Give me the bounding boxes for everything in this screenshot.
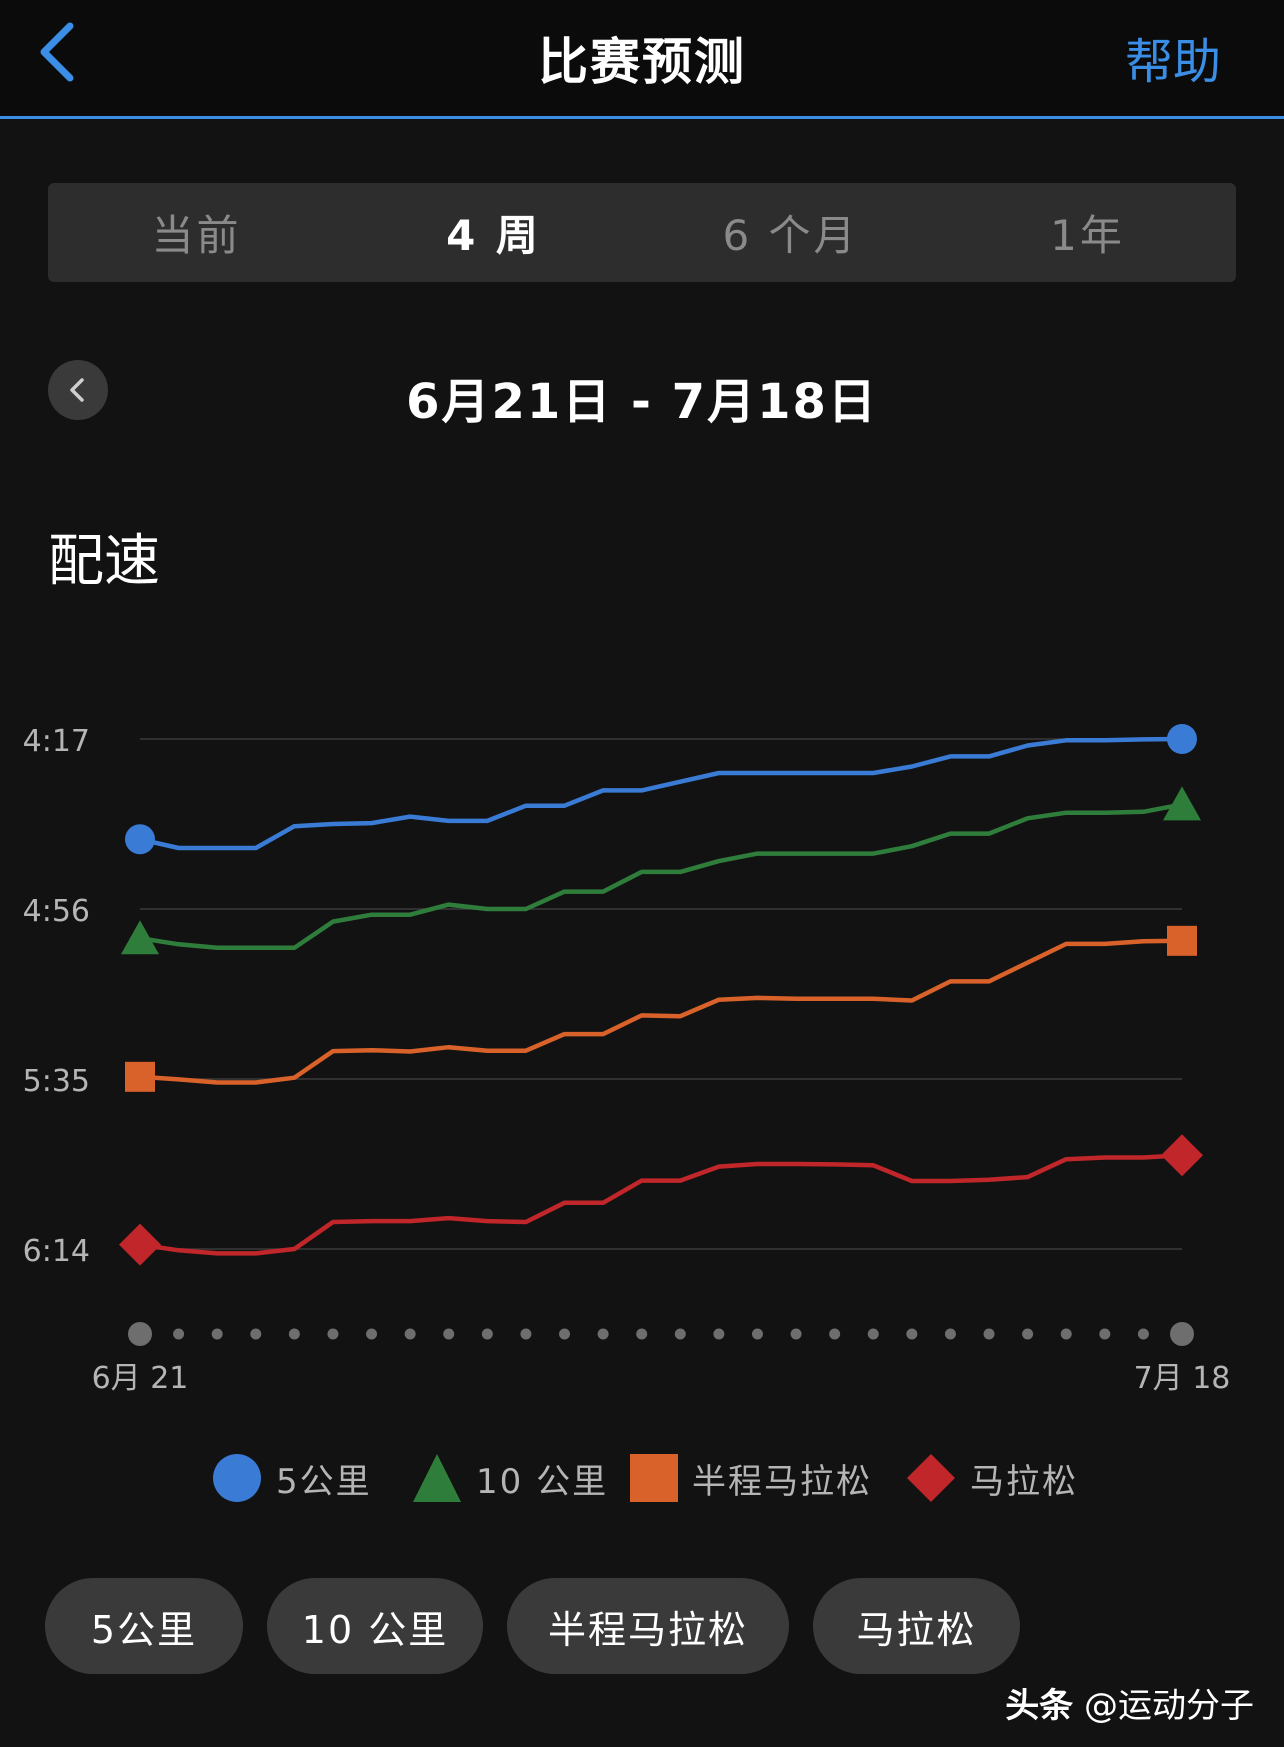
x-axis-dot [1060,1328,1072,1340]
legend-label: 马拉松 [970,1461,1078,1502]
legend-item-marathon: 马拉松 [906,1450,1078,1506]
y-tick-label: 5:35 [23,1064,90,1099]
x-axis-dot [128,1322,152,1346]
x-axis-dot [559,1328,571,1340]
legend-label: 5公里 [276,1461,372,1502]
x-axis-dot [481,1328,493,1340]
chevron-left-icon [70,378,84,402]
x-end-label: 7月 18 [1134,1361,1231,1396]
x-axis-dot [674,1328,686,1340]
tab-6-months[interactable]: 6 个月 [722,211,859,260]
top-bar: 比赛预测 帮助 [0,0,1284,119]
filter-marathon-button[interactable]: 马拉松 [813,1578,1020,1674]
chart-legend: 5公里 10 公里 半程马拉松 马拉松 [0,1450,1284,1510]
x-axis-dot [1022,1328,1034,1340]
tab-1-year[interactable]: 1年 [1050,211,1125,260]
data-point-marker [1167,724,1197,754]
help-button[interactable]: 帮助 [1124,34,1221,90]
legend-label: 半程马拉松 [692,1461,872,1502]
x-axis-dot [1137,1328,1149,1340]
x-axis-dot [211,1328,223,1340]
data-point-marker [125,1061,155,1092]
x-axis-dot [906,1328,918,1340]
x-axis-dot [443,1328,455,1340]
y-tick-label: 4:56 [23,894,90,929]
legend-label: 10 公里 [476,1461,609,1502]
back-button[interactable] [30,14,90,90]
square-marker-icon [630,1454,678,1502]
x-axis-dot [597,1328,609,1340]
legend-item-10k: 10 公里 [412,1450,608,1506]
x-axis-dot [173,1328,185,1340]
series-line-marathon [137,1153,1185,1256]
previous-period-button[interactable] [48,360,108,420]
data-point-marker [125,824,155,855]
series-line-5k [137,736,1185,851]
x-axis-dot [944,1328,956,1340]
x-axis-dot [751,1328,763,1340]
x-axis-dot [983,1328,995,1340]
x-axis-dot [327,1328,339,1340]
x-axis-dot [288,1328,300,1340]
page-title: 比赛预测 [538,33,746,91]
x-axis-dot [520,1328,532,1340]
filter-10k-button[interactable]: 10 公里 [267,1578,483,1674]
tab-current[interactable]: 当前 [151,211,242,260]
x-axis-dot [867,1328,879,1340]
pace-chart: 4:17 4:56 5:35 6:14 6月 21 7月 18 [23,724,1231,1396]
x-axis-dot [829,1328,841,1340]
x-axis-dot [636,1328,648,1340]
chevron-left-icon [40,22,74,82]
filter-5k-button[interactable]: 5公里 [45,1578,243,1674]
data-point-marker [1163,786,1201,821]
period-tabs: 当前 4 周 6 个月 1年 [48,183,1236,282]
filter-half-marathon-button[interactable]: 半程马拉松 [507,1578,789,1674]
x-axis-dot [713,1328,725,1340]
data-point-marker [121,920,159,955]
x-start-label: 6月 21 [92,1361,189,1396]
chart-title: 配速 [48,529,160,594]
x-axis-dot [1170,1322,1194,1346]
x-axis-dot [1099,1328,1111,1340]
x-axis-dot [790,1328,802,1340]
y-tick-label: 6:14 [23,1234,90,1269]
y-tick-label: 4:17 [23,724,90,759]
watermark-handle: @运动分子 [1084,1686,1254,1726]
data-point-marker [1161,1134,1203,1177]
watermark: 头条 @运动分子 [1005,1678,1254,1727]
legend-item-5k: 5公里 [212,1450,372,1506]
x-axis-dot [250,1328,262,1340]
triangle-marker-icon [413,1454,461,1502]
tab-4-weeks[interactable]: 4 周 [446,211,541,260]
date-range: 6月21日 - 7月18日 [406,374,878,430]
watermark-brand: 头条 [1005,1686,1074,1726]
series-line-half [137,938,1185,1085]
series-line-10k [137,802,1185,951]
circle-marker-icon [213,1454,261,1502]
diamond-marker-icon [907,1454,955,1502]
data-point-marker [119,1223,161,1266]
x-axis-dot [404,1328,416,1340]
x-axis-dot [366,1328,378,1340]
legend-item-half-marathon: 半程马拉松 [630,1450,872,1506]
data-point-marker [1167,925,1197,956]
